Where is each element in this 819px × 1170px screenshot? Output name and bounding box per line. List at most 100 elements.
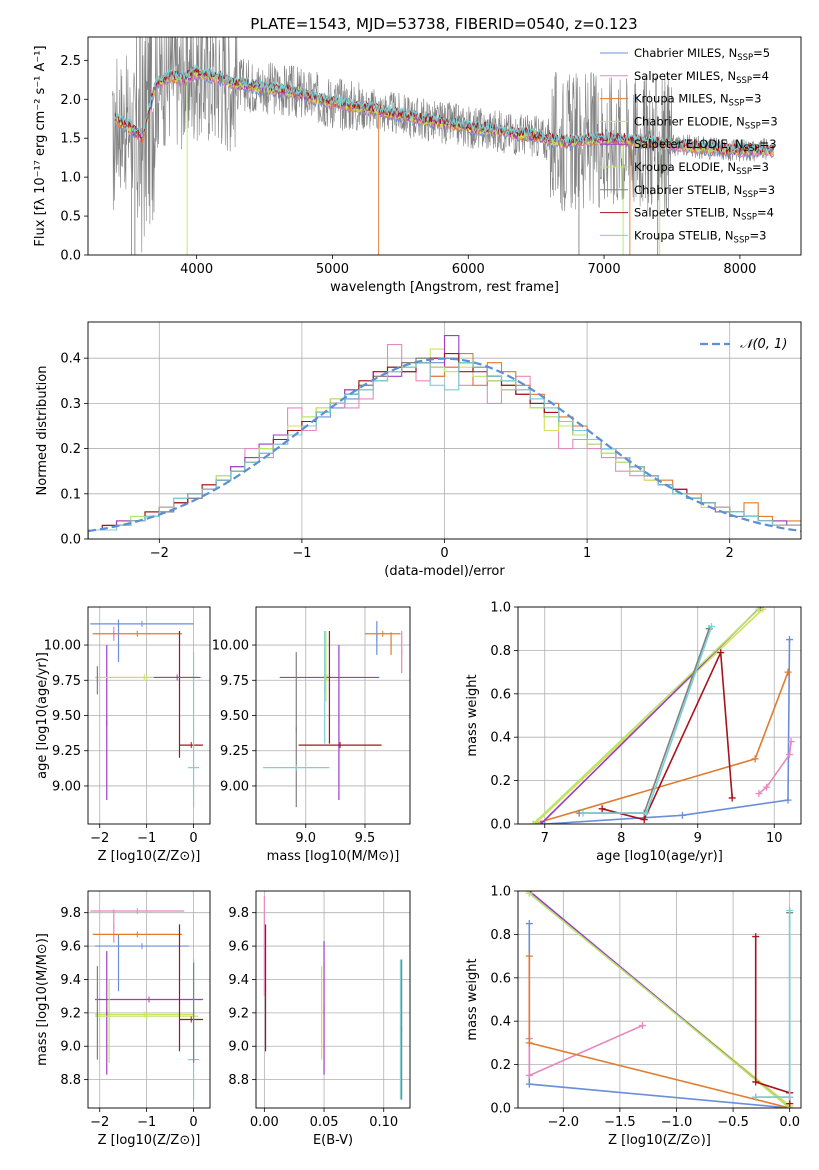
age_vs_mass-plot-area <box>263 621 403 808</box>
residuals-legend: 𝒩(0, 1) <box>700 337 787 352</box>
weight-point-marker <box>755 607 763 613</box>
legend-label: Kroupa ELODIE, NSSP=3 <box>634 160 769 177</box>
weight-point-marker <box>708 623 716 631</box>
y-tick-label: 1.5 <box>60 132 81 147</box>
weight-point-marker <box>579 809 587 817</box>
errorbar-point <box>179 1016 203 1023</box>
age_vs_Z-plot-area <box>90 619 203 808</box>
weight-point-marker <box>525 891 533 897</box>
y-tick-label: 9.2 <box>228 1006 249 1021</box>
x-axis-label: mass [log10(M/M⊙)] <box>267 849 400 864</box>
errorbar-point <box>95 996 203 1003</box>
weight-point-marker <box>752 1078 760 1086</box>
weight-point-marker <box>529 820 537 824</box>
legend-label: 𝒩(0, 1) <box>740 337 787 352</box>
y-tick-label: 0.8 <box>490 928 511 943</box>
age_vs_Z-panel: −2 −1 0 9.00 9.25 9.50 9.75 10.00 Z [log10(Z/Z⊙)… <box>35 606 211 864</box>
model-spectrum-line <box>114 63 774 153</box>
y-tick-label: 0.3 <box>60 397 81 412</box>
errorbar-point <box>92 630 182 637</box>
x-tick-label: 8000 <box>723 262 756 277</box>
x-tick-label: −1.0 <box>661 1115 693 1130</box>
y-tick-label: 0.0 <box>60 249 81 264</box>
y-tick-label: 2.0 <box>60 93 81 108</box>
x-tick-label: 0.00 <box>250 1115 279 1130</box>
mass_vs_ebv-plot-area <box>263 896 403 1100</box>
y-tick-label: 1.0 <box>60 171 81 186</box>
y-tick-label: 1.0 <box>490 601 511 616</box>
weight-point-marker <box>678 811 686 819</box>
y-tick-label: 10.00 <box>44 639 81 654</box>
legend-label: Kroupa STELIB, NSSP=3 <box>634 228 766 245</box>
x-tick-label: −2 <box>150 546 169 561</box>
y-tick-label: 10.00 <box>212 639 249 654</box>
y-tick-label: 9.6 <box>228 940 249 955</box>
axes-frame <box>87 890 211 1109</box>
errorbar-point <box>179 742 203 749</box>
errorbar-point <box>263 764 330 771</box>
y-tick-label: 9.0 <box>60 1040 81 1055</box>
x-tick-label: 0.05 <box>310 1115 339 1130</box>
weight-point-marker <box>752 1093 760 1101</box>
weight-point-marker <box>525 920 533 928</box>
x-tick-label: 4000 <box>180 262 213 277</box>
weight-point-marker <box>763 783 771 791</box>
y-tick-label: 0.6 <box>490 971 511 986</box>
mass_vs_ebv-panel: 0.00 0.05 0.10 8.8 9.0 9.2 9.4 9.6 9.8 E(B-V) <box>228 890 411 1148</box>
errorbar-point <box>90 620 194 627</box>
errorbar-point <box>95 943 189 950</box>
y-tick-label: 0.2 <box>490 1058 511 1073</box>
weight-point-marker <box>751 755 759 763</box>
x-tick-label: 8 <box>617 831 625 846</box>
x-axis-label: age [log10(age/yr)] <box>596 849 723 864</box>
x-tick-label: −0.5 <box>717 1115 749 1130</box>
x-tick-label: 0 <box>189 831 197 846</box>
weight-point-marker <box>786 1100 794 1108</box>
y-tick-label: 9.00 <box>220 779 249 794</box>
x-tick-label: 0.0 <box>779 1115 800 1130</box>
x-tick-label: 0.10 <box>369 1115 398 1130</box>
spectrum-plot-area <box>112 37 775 255</box>
y-tick-label: 0.0 <box>490 1102 511 1117</box>
x-tick-label: −1 <box>137 831 156 846</box>
x-axis-label: (data-model)/error <box>384 564 505 579</box>
y-tick-label: 9.8 <box>228 906 249 921</box>
x-tick-label: 9.5 <box>355 831 376 846</box>
x-tick-label: −2 <box>90 1115 109 1130</box>
legend-label: Kroupa MILES, NSSP=3 <box>634 92 761 109</box>
weight-point-marker <box>525 1080 533 1088</box>
y-tick-label: 9.25 <box>52 744 81 759</box>
x-tick-label: 5000 <box>316 262 349 277</box>
y-tick-label: 9.75 <box>52 674 81 689</box>
weight-series-line <box>528 892 791 1108</box>
y-tick-label: 9.50 <box>52 709 81 724</box>
weight_vs_Z-panel: −2.0 −1.5 −1.0 −0.5 0.0 0.0 0.2 0.4 0.6 0.8 1.0 Z [… <box>465 885 802 1148</box>
weight-point-marker <box>598 805 606 813</box>
y-tick-label: 9.8 <box>60 906 81 921</box>
weight-point-marker <box>525 952 533 960</box>
y-tick-label: 0.5 <box>60 210 81 225</box>
x-tick-label: −1 <box>292 546 311 561</box>
figure-title: PLATE=1543, MJD=53738, FIBERID=0540, z=0… <box>250 15 637 33</box>
weight-point-marker <box>786 636 794 644</box>
y-tick-label: 8.8 <box>228 1073 249 1088</box>
y-tick-label: 9.6 <box>60 940 81 955</box>
x-tick-label: −2.0 <box>547 1115 579 1130</box>
x-axis-label: wavelength [Angstrom, rest frame] <box>330 280 559 295</box>
axes-frame <box>87 36 802 256</box>
x-tick-label: 6000 <box>452 262 485 277</box>
weight-point-marker <box>639 1022 647 1030</box>
weight-point-marker <box>784 796 792 804</box>
weight-point-marker <box>541 820 549 824</box>
weight_vs_age-plot-area <box>529 607 795 824</box>
age_vs_mass-panel: 9.0 9.5 9.00 9.25 9.50 9.75 10.00 mass [log10(M… <box>212 606 411 864</box>
weight-point-marker <box>784 668 792 676</box>
weight-point-marker <box>752 933 760 941</box>
errorbar-point <box>298 742 382 749</box>
x-tick-label: 0 <box>189 1115 197 1130</box>
weight_vs_age-panel: 7 8 9 10 0.0 0.2 0.4 0.6 0.8 1.0 age [log10(age/yr… <box>465 601 802 864</box>
gaussian-curve <box>88 357 801 533</box>
y-tick-label: 0.2 <box>60 442 81 457</box>
axes-frame <box>255 890 411 1109</box>
